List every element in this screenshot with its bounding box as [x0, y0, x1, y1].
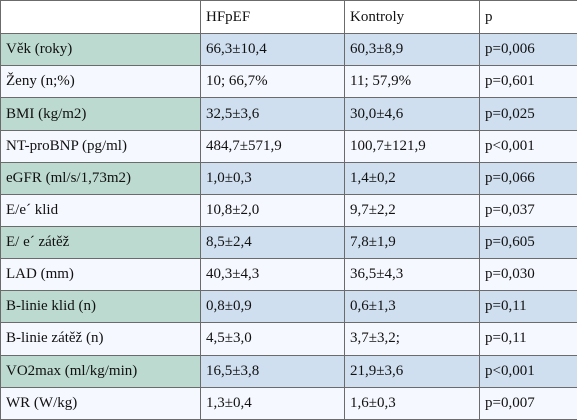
hfpef-value: 10,8±2,0: [200, 193, 345, 228]
table-row: B-linie klid (n) 0,8±0,9 0,6±1,3 p=0,11: [0, 290, 577, 324]
p-value: p<0,001: [479, 129, 577, 163]
p-value: p=0,006: [479, 33, 577, 67]
table-row: BMI (kg/m2) 32,5±3,6 30,0±4,6 p=0,025: [0, 97, 577, 131]
row-label: Věk (roky): [0, 33, 201, 67]
row-label: BMI (kg/m2): [0, 97, 201, 131]
header-kontroly: Kontroly: [344, 0, 480, 35]
kontroly-value: 11; 57,9%: [344, 65, 480, 99]
row-label: E/e´ klid: [0, 193, 201, 228]
kontroly-value: 100,7±121,9: [344, 129, 480, 163]
header-p: p: [479, 0, 577, 35]
table-row: B-linie zátěž (n) 4,5±3,0 3,7±3,2; p=0,11: [0, 322, 577, 356]
row-label: LAD (mm): [0, 258, 201, 292]
row-label: E/ e´ zátěž: [0, 225, 201, 260]
table-row: WR (W/kg) 1,3±0,4 1,6±0,3 p=0,007: [0, 386, 577, 420]
kontroly-value: 30,0±4,6: [344, 97, 480, 131]
hfpef-value: 10; 66,7%: [200, 65, 345, 99]
kontroly-value: 3,7±3,2;: [344, 322, 480, 356]
table-row: eGFR (ml/s/1,73m2) 1,0±0,3 1,4±0,2 p=0,066: [0, 161, 577, 195]
hfpef-value: 1,3±0,4: [200, 386, 345, 420]
table-header-row: HFpEF Kontroly p: [0, 0, 577, 35]
hfpef-value: 8,5±2,4: [200, 225, 345, 260]
kontroly-value: 1,6±0,3: [344, 386, 480, 420]
row-label: B-linie zátěž (n): [0, 322, 201, 356]
p-value: p=0,11: [479, 322, 577, 356]
p-value: p=0,037: [479, 193, 577, 228]
kontroly-value: 1,4±0,2: [344, 161, 480, 195]
table-row: NT-proBNP (pg/ml) 484,7±571,9 100,7±121,9 p…: [0, 129, 577, 163]
row-label: Ženy (n;%): [0, 65, 201, 99]
p-value: p=0,007: [479, 386, 577, 420]
table-row: VO2max (ml/kg/min) 16,5±3,8 21,9±3,6 p<0,00…: [0, 354, 577, 388]
kontroly-value: 60,3±8,9: [344, 33, 480, 67]
table-row: LAD (mm) 40,3±4,3 36,5±4,3 p=0,030: [0, 258, 577, 292]
row-label: WR (W/kg): [0, 386, 201, 420]
kontroly-value: 0,6±1,3: [344, 290, 480, 324]
hfpef-value: 32,5±3,6: [200, 97, 345, 131]
row-label: eGFR (ml/s/1,73m2): [0, 161, 201, 195]
hfpef-value: 4,5±3,0: [200, 322, 345, 356]
hfpef-value: 1,0±0,3: [200, 161, 345, 195]
header-hfpef: HFpEF: [200, 0, 345, 35]
kontroly-value: 36,5±4,3: [344, 258, 480, 292]
kontroly-value: 9,7±2,2: [344, 193, 480, 228]
row-label: NT-proBNP (pg/ml): [0, 129, 201, 163]
table-row: E/e´ klid 10,8±2,0 9,7±2,2 p=0,037: [0, 193, 577, 228]
row-label: VO2max (ml/kg/min): [0, 354, 201, 388]
row-label: B-linie klid (n): [0, 290, 201, 324]
p-value: p=0,601: [479, 65, 577, 99]
table-row: Věk (roky) 66,3±10,4 60,3±8,9 p=0,006: [0, 33, 577, 67]
hfpef-value: 40,3±4,3: [200, 258, 345, 292]
hfpef-value: 0,8±0,9: [200, 290, 345, 324]
header-empty-cell: [0, 0, 201, 35]
p-value: p=0,066: [479, 161, 577, 195]
kontroly-value: 21,9±3,6: [344, 354, 480, 388]
table-row: Ženy (n;%) 10; 66,7% 11; 57,9% p=0,601: [0, 65, 577, 99]
hfpef-value: 484,7±571,9: [200, 129, 345, 163]
p-value: p=0,030: [479, 258, 577, 292]
kontroly-value: 7,8±1,9: [344, 225, 480, 260]
p-value: p=0,11: [479, 290, 577, 324]
hfpef-value: 66,3±10,4: [200, 33, 345, 67]
p-value: p=0,605: [479, 225, 577, 260]
table-row: E/ e´ zátěž 8,5±2,4 7,8±1,9 p=0,605: [0, 225, 577, 260]
p-value: p=0,025: [479, 97, 577, 131]
p-value: p<0,001: [479, 354, 577, 388]
hfpef-value: 16,5±3,8: [200, 354, 345, 388]
